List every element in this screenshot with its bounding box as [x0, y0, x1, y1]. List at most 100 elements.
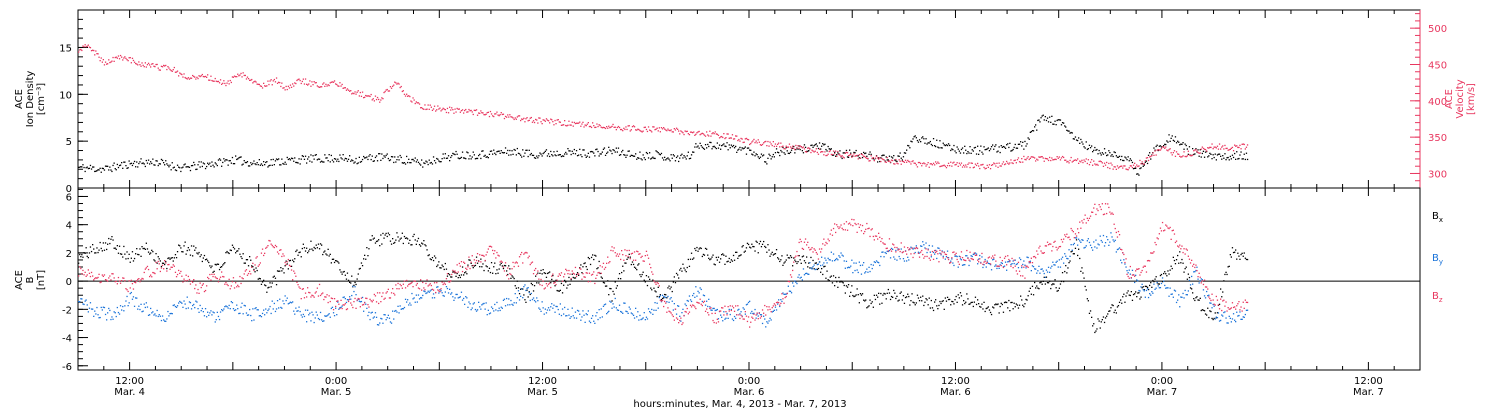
by-point	[544, 308, 546, 310]
bz-point	[366, 297, 368, 300]
velocity-point	[1158, 149, 1160, 151]
bx-point	[1226, 273, 1228, 276]
bx-point	[995, 303, 997, 305]
density-point	[440, 161, 442, 163]
by-point	[1192, 283, 1194, 285]
velocity-point	[110, 61, 112, 63]
by-point	[464, 303, 466, 305]
velocity-point	[659, 131, 661, 133]
by-point	[572, 315, 574, 317]
bz-point	[146, 265, 149, 268]
density-point	[208, 163, 210, 166]
density-point	[982, 153, 984, 155]
by-point	[373, 316, 375, 318]
by-point	[980, 261, 982, 264]
by-point	[357, 298, 359, 300]
bz-point	[273, 246, 275, 249]
velocity-point	[867, 157, 869, 160]
velocity-point	[1165, 146, 1167, 148]
velocity-point	[227, 80, 229, 82]
velocity-point	[584, 124, 586, 126]
by-point	[872, 264, 874, 266]
density-point	[633, 155, 636, 157]
bx-point	[797, 261, 799, 263]
density-point	[536, 155, 538, 157]
density-point	[300, 158, 302, 160]
bx-point	[219, 266, 222, 268]
by-point	[983, 264, 985, 266]
velocity-point	[618, 126, 621, 129]
density-point	[979, 150, 981, 152]
density-point	[955, 152, 957, 154]
velocity-point	[855, 155, 857, 157]
by-point	[247, 314, 250, 316]
velocity-point	[544, 120, 546, 122]
bx-point	[1064, 270, 1066, 273]
density-point	[128, 160, 130, 162]
by-point	[780, 299, 782, 301]
velocity-point	[970, 162, 972, 164]
velocity-point	[1029, 157, 1031, 159]
by-point	[1155, 287, 1157, 289]
density-point	[1184, 143, 1186, 145]
bx-point	[721, 254, 723, 256]
bz-point	[206, 285, 208, 287]
bx-point	[578, 274, 580, 276]
bx-point	[335, 260, 337, 262]
velocity-point	[1196, 150, 1198, 152]
bz-point	[114, 281, 116, 283]
by-point	[837, 259, 839, 261]
bx-point	[121, 253, 123, 255]
velocity-point	[924, 163, 926, 165]
velocity-point	[753, 138, 755, 141]
by-point	[1087, 238, 1089, 240]
bz-point	[346, 308, 349, 310]
density-point	[832, 154, 835, 156]
bz-point	[176, 273, 179, 276]
bz-point	[318, 283, 321, 286]
by-point	[501, 307, 503, 309]
by-point	[611, 307, 613, 309]
by-point	[524, 284, 526, 286]
velocity-point	[280, 85, 282, 88]
bz-point	[198, 292, 200, 294]
velocity-point	[887, 160, 889, 162]
velocity-point	[99, 60, 101, 62]
bx-point	[943, 308, 945, 310]
velocity-point	[111, 60, 113, 62]
density-point	[224, 160, 226, 162]
bx-point	[701, 255, 703, 258]
bx-point	[1022, 304, 1024, 306]
bz-point	[136, 280, 138, 282]
by-point	[984, 258, 986, 261]
bz-point	[243, 273, 245, 275]
velocity-point	[1232, 150, 1235, 152]
velocity-point	[592, 122, 594, 124]
density-point	[1246, 158, 1249, 161]
bx-point	[817, 267, 820, 270]
density-point	[961, 147, 964, 149]
velocity-point	[1056, 156, 1058, 158]
density-point	[123, 161, 125, 163]
bx-point	[218, 268, 221, 271]
by-point	[142, 310, 144, 312]
bx-point	[131, 251, 134, 253]
density-point	[1035, 124, 1037, 126]
bx-point	[80, 256, 82, 258]
bx-point	[1024, 303, 1026, 305]
density-point	[1093, 149, 1095, 151]
velocity-point	[597, 125, 599, 128]
bx-point	[231, 244, 234, 246]
by-point	[756, 313, 758, 315]
bz-point	[337, 300, 339, 302]
velocity-point	[147, 62, 150, 64]
bx-point	[1159, 274, 1162, 277]
bz-point	[342, 304, 344, 306]
bx-point	[563, 284, 565, 286]
density-point	[646, 152, 649, 155]
by-point	[609, 300, 611, 302]
velocity-point	[283, 87, 285, 89]
bx-point	[395, 239, 397, 241]
density-point	[921, 137, 923, 139]
velocity-point	[271, 84, 273, 86]
